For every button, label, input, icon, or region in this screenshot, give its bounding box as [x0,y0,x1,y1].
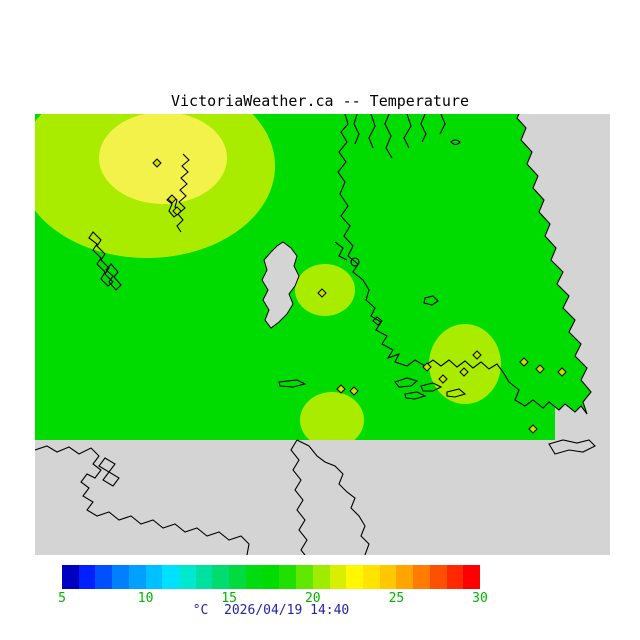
coastline-path [423,295,439,306]
coastline-path [420,114,427,143]
station-marker [152,158,162,168]
colorbar-tick-label: 20 [304,591,321,606]
station-marker [557,367,567,377]
colorbar-segment [262,565,280,589]
coastline-path [420,382,443,392]
station-marker [172,206,182,216]
coastline-path [403,114,412,149]
colorbar-tick-label: 30 [472,591,488,606]
coastline-path [450,139,461,146]
station-marker [472,350,482,360]
colorbar-tick-label: 10 [137,591,154,606]
warm-regions-under [35,114,364,440]
coastline-path [166,195,181,218]
station-markers [152,158,567,434]
colorbar-ticks: 5 10 15 20 25 30 [58,591,488,606]
station-marker [438,374,448,384]
colorbar-segment [195,565,213,589]
colorbar-segment [162,565,180,589]
coastline-path [446,388,467,398]
colorbar-segment [62,565,79,589]
station-marker [336,384,346,394]
colorbar-segment [346,565,363,589]
coastline-path [35,445,250,555]
plot-title: VictoriaWeather.ca -- Temperature [170,92,469,110]
colorbar-segment [179,565,196,589]
colorbar-segment [296,565,313,589]
station-marker [317,288,327,298]
coastline-path [368,114,376,149]
coastline-path [394,377,419,388]
colorbar-segment [396,565,414,589]
timestamp-caption: °C 2026/04/19 14:40 [192,603,350,618]
colorbar-segment [312,565,330,589]
colorbar-segment [329,565,347,589]
coastline-path [88,231,114,287]
colorbar-segment [245,565,263,589]
colorbar-segment [413,565,430,589]
colorbar-segment [212,565,230,589]
warm-regions-over [429,324,501,404]
colorbar-segment [429,565,447,589]
map-area [35,114,610,555]
coastline-path [105,263,122,291]
colorbar-tick-label: 15 [221,591,238,606]
coastline-path [350,257,360,267]
colorbar-segment [229,565,246,589]
warm-region [429,324,501,404]
colorbar-tick-label: 5 [58,591,66,606]
colorbar-segment [463,565,480,589]
coastline-path [176,153,190,233]
coastline-path [439,114,446,135]
coastline-path [290,439,308,555]
station-marker [167,194,177,204]
colorbar-segment [128,565,146,589]
coastline-path [334,241,348,261]
inlet-gray-water [261,241,300,329]
temperature-map [35,114,610,555]
colorbar-segment [362,565,380,589]
station-marker [535,364,545,374]
station-marker [528,424,538,434]
coastline-path [548,439,596,455]
coastline-path [296,439,370,555]
coastline-path [278,379,307,388]
station-marker [459,367,469,377]
coastline-path [404,391,427,400]
warm-region [99,114,227,204]
colorbar-segment [379,565,397,589]
warm-region [295,264,355,316]
colorbar-segment [279,565,297,589]
station-marker [349,386,359,396]
coastline-path [384,114,393,159]
coastline-path [98,457,120,487]
colorbar-segment [95,565,113,589]
colorbar-segment [112,565,129,589]
station-marker [519,357,529,367]
colorbar-segment [145,565,163,589]
colorbar-segment [446,565,464,589]
colorbar-tick-label: 25 [388,591,405,606]
coastline-layer [35,114,596,555]
station-marker [422,362,432,372]
coastline-path [353,114,360,145]
temperature-colorbar [62,565,480,589]
coastline-path [372,316,383,326]
warm-region [300,392,364,440]
colorbar-segment [78,565,96,589]
